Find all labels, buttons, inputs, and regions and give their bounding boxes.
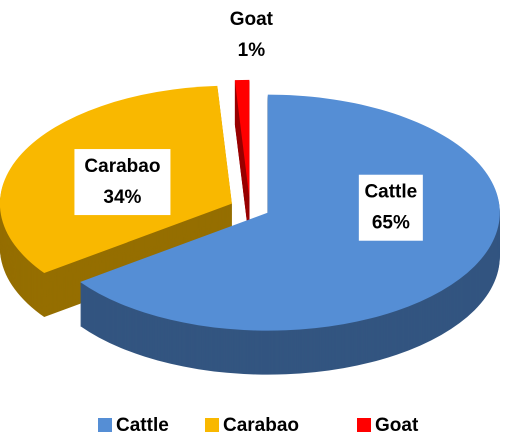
label-box [74, 149, 171, 216]
legend-label: Carabao [223, 415, 299, 435]
slice [234, 79, 250, 198]
data-label-value: 1% [238, 40, 266, 61]
legend-label: Goat [375, 415, 419, 435]
data-label-category: Cattle [364, 182, 417, 203]
label-box [358, 174, 423, 241]
data-label-value: 34% [103, 187, 141, 208]
legend-label: Cattle [116, 415, 169, 435]
legend-swatch [98, 418, 112, 432]
data-label-category: Carabao [84, 156, 160, 177]
slice [80, 94, 500, 331]
data-label-value: 65% [372, 213, 410, 234]
slice-group [234, 79, 250, 242]
legend-swatch [357, 418, 371, 432]
legend-swatch [205, 418, 219, 432]
data-label-category: Goat [230, 9, 274, 30]
